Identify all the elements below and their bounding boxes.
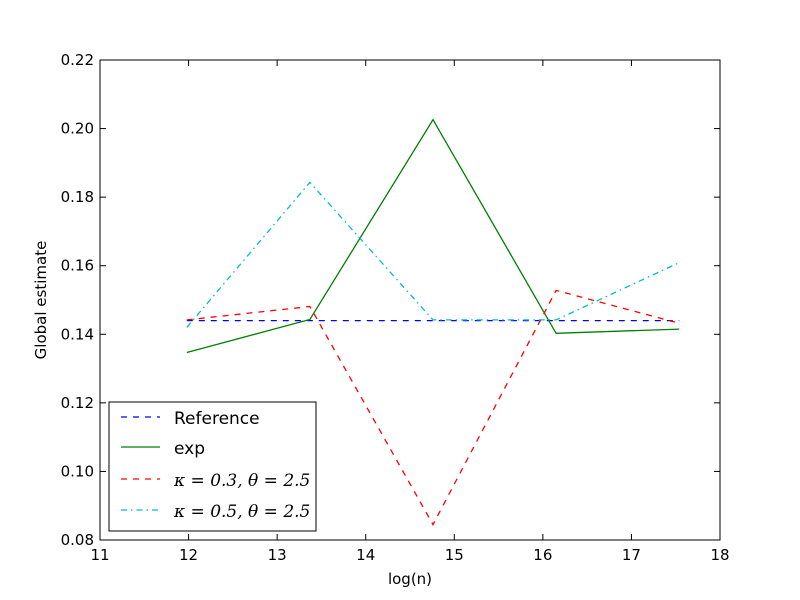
legend-label-2: κ = 0.3, θ = 2.5 xyxy=(173,471,310,491)
x-tick-label: 13 xyxy=(268,546,287,564)
y-tick-label: 0.08 xyxy=(61,531,94,549)
series-line-2 xyxy=(186,289,680,526)
series-line-1 xyxy=(186,118,680,354)
legend-label-1: exp xyxy=(174,439,205,459)
y-tick-label: 0.22 xyxy=(61,51,94,69)
plot-frame xyxy=(99,59,721,541)
y-tick-label: 0.12 xyxy=(61,394,94,412)
y-tick-label: 0.20 xyxy=(61,120,94,138)
series-lines xyxy=(186,118,680,526)
y-tick-label: 0.18 xyxy=(61,188,94,206)
y-axis-ticks: 0.08 0.10 0.12 0.14 0.16 0.18 0.20 0.22 xyxy=(61,51,720,549)
x-axis-label: log(n) xyxy=(388,570,432,588)
y-tick-label: 0.10 xyxy=(61,462,94,480)
x-axis-ticks: 11 12 13 14 15 16 17 18 xyxy=(90,60,730,564)
x-tick-label: 16 xyxy=(533,546,552,564)
x-tick-label: 14 xyxy=(356,546,375,564)
x-tick-label: 18 xyxy=(710,546,729,564)
y-tick-label: 0.14 xyxy=(61,325,94,343)
series-line-3 xyxy=(186,181,680,328)
x-tick-label: 17 xyxy=(622,546,641,564)
legend-label-3: κ = 0.5, θ = 2.5 xyxy=(173,502,310,522)
legend: Reference exp κ = 0.3, θ = 2.5 κ = 0.5, θ =… xyxy=(108,401,317,532)
x-tick-label: 11 xyxy=(90,546,109,564)
legend-label-0: Reference xyxy=(174,409,260,429)
legend-box xyxy=(108,401,317,532)
x-tick-label: 15 xyxy=(445,546,464,564)
y-axis-label: Global estimate xyxy=(32,241,50,360)
x-tick-label: 12 xyxy=(179,546,198,564)
y-tick-label: 0.16 xyxy=(61,257,94,275)
